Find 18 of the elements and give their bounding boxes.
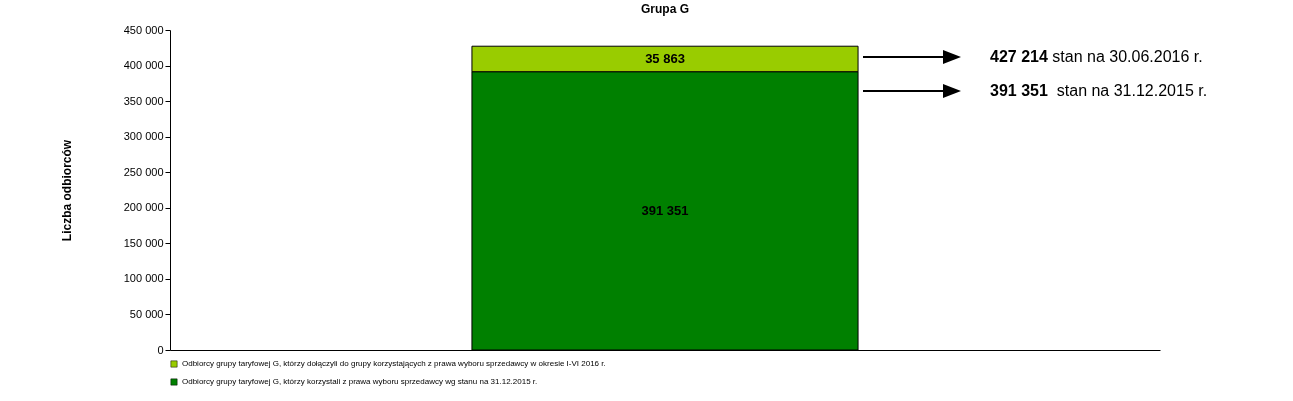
legend-label: Odbiorcy grupy taryfowej G, którzy dołączyli do grupy korzystających z prawa wyboru sprzedawcy w okresie I-VI 2016 r. (182, 359, 606, 368)
y-tick-label: 100 000 (123, 272, 164, 285)
chart-title: Grupa G (640, 2, 690, 16)
y-tick-label: 200 000 (123, 201, 164, 214)
annotation: 427 214 stan na 30.06.2016 r. (990, 48, 1203, 66)
y-tick-label: 250 000 (123, 165, 164, 178)
legend-label: Odbiorcy grupy taryfowej G, którzy korzystali z prawa wyboru sprzedawcy wg stanu na 31.12.2015 r. (182, 377, 538, 386)
y-axis-title: Liczba odbiorców (59, 139, 74, 242)
y-tick-label: 400 000 (123, 59, 164, 72)
y-tick-label: 0 (157, 343, 164, 356)
data-label: 391 351 (641, 202, 689, 218)
y-tick-label: 350 000 (123, 94, 164, 107)
y-tick-label: 300 000 (123, 130, 164, 143)
annotation: 391 351 stan na 31.12.2015 r. (990, 82, 1208, 100)
y-tick-label: 450 000 (123, 23, 164, 36)
data-label: 35 863 (645, 50, 685, 66)
y-tick-label: 50 000 (129, 307, 164, 320)
y-tick-label: 150 000 (123, 236, 164, 249)
